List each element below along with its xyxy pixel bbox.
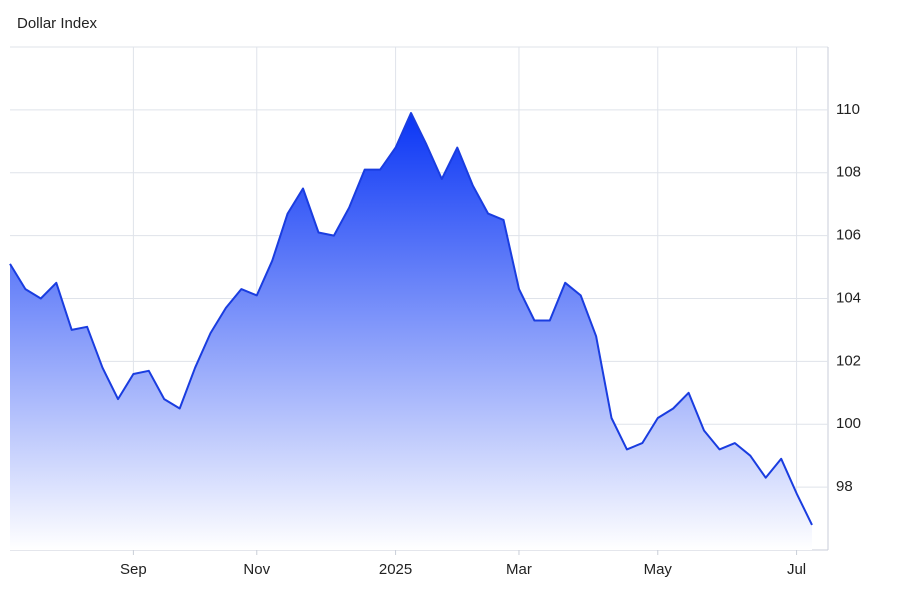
x-tick-label: Jul (787, 561, 806, 578)
x-tick-label: Mar (506, 561, 532, 578)
y-tick-label: 102 (836, 352, 861, 369)
y-tick-label: 98 (836, 478, 853, 495)
y-tick-label: 106 (836, 227, 861, 244)
area-fill (10, 113, 812, 550)
series-line (9, 112, 813, 526)
y-tick-label: 100 (836, 415, 861, 432)
x-tick-label: 2025 (379, 561, 412, 578)
x-tick-label: Sep (120, 561, 147, 578)
y-tick-label: 110 (836, 101, 860, 118)
x-tick-label: Nov (243, 561, 270, 578)
x-tick-label: May (644, 561, 673, 578)
chart-title: Dollar Index (17, 15, 98, 32)
y-tick-label: 104 (836, 289, 861, 306)
y-tick-label: 108 (836, 164, 861, 181)
